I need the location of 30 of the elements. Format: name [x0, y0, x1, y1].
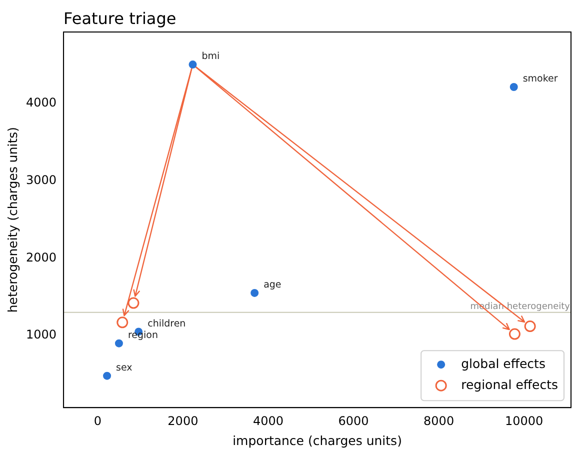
x-tick-label: 8000: [424, 414, 454, 428]
point: [114, 339, 123, 348]
x-tick-label: 0: [94, 414, 102, 428]
annotation: smoker: [522, 74, 558, 85]
x-tick-label: 10000: [505, 414, 544, 428]
x-tick-label: 4000: [252, 414, 284, 428]
annotation: sex: [116, 362, 133, 374]
legend-label: global effects: [461, 356, 546, 371]
point: [508, 328, 520, 340]
annotation: bmi: [202, 51, 220, 62]
y-tick-label: 2000: [26, 250, 57, 264]
point: [510, 82, 518, 91]
point: [128, 297, 140, 309]
point: [116, 316, 128, 328]
y-tick-label: 1000: [26, 328, 57, 342]
legend-label: regional effects: [461, 376, 558, 392]
annotation: children: [148, 318, 186, 330]
y-axis-title: heterogeneity (charges units): [4, 126, 20, 313]
point: [524, 320, 536, 332]
chart-title: Feature triage: [64, 9, 176, 28]
x-axis-title: importance (charges units): [232, 432, 402, 448]
point: [250, 288, 259, 297]
point: [103, 372, 112, 380]
point: [188, 60, 197, 69]
x-tick-label: 6000: [338, 414, 369, 428]
annotation: age: [264, 280, 282, 291]
x-tick-label: 2000: [168, 414, 198, 428]
y-tick-label: 4000: [26, 95, 57, 110]
annotation: region: [128, 330, 158, 342]
y-tick-label: 3000: [26, 172, 57, 187]
